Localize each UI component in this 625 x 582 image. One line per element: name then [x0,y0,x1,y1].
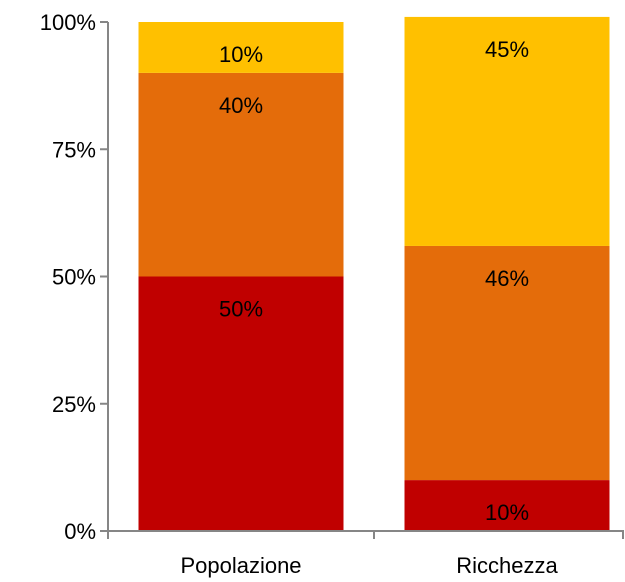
bar-segment-popolazione-2 [138,22,344,73]
bar-segment-popolazione-1 [138,72,344,277]
x-ticks-group: Popolazione Ricchezza [107,531,624,578]
y-ticks-group: 0% 25% 50% 75% 100% [40,10,108,544]
data-label-popolazione-0: 50% [219,297,263,322]
data-label-popolazione-1: 40% [219,93,263,118]
bar-segment-popolazione-0 [138,276,344,531]
y-tick-label: 50% [52,265,96,290]
data-label-ricchezza-1: 46% [485,266,529,291]
data-label-ricchezza-2: 45% [485,37,529,62]
bar-segment-ricchezza-0 [404,480,610,531]
x-category-label-ricchezza: Ricchezza [456,553,558,578]
x-category-label-popolazione: Popolazione [180,553,301,578]
bar-segment-ricchezza-1 [404,245,610,481]
data-label-ricchezza-0: 10% [485,500,529,525]
y-tick-label: 25% [52,392,96,417]
y-tick-label: 100% [40,10,96,35]
data-label-popolazione-2: 10% [219,42,263,67]
bars-group [138,16,610,531]
y-tick-label: 75% [52,137,96,162]
bar-segment-ricchezza-2 [404,16,610,246]
y-tick-label: 0% [64,519,96,544]
data-labels-group: 50% 40% 10% 10% 46% 45% [219,37,529,525]
